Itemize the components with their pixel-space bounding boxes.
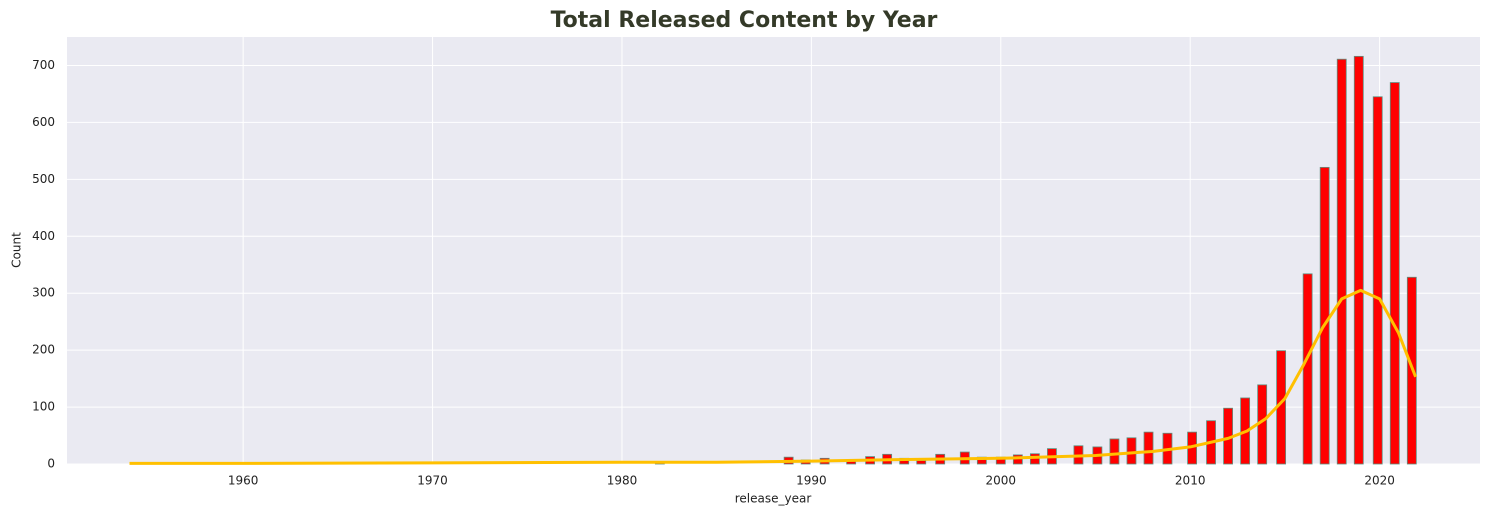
bar: [1353, 55, 1364, 465]
x-tick-label: 1970: [417, 474, 448, 488]
bar: [1336, 58, 1347, 465]
bar: [1126, 437, 1137, 465]
y-tick-label: 0: [47, 457, 55, 471]
x-tick-label: 2000: [986, 474, 1017, 488]
bar: [1012, 454, 1023, 465]
bar: [1319, 166, 1330, 465]
y-tick-label: 400: [32, 229, 55, 243]
y-tick-label: 600: [32, 115, 55, 129]
chart-title: Total Released Content by Year: [551, 8, 938, 33]
y-tick-label: 300: [32, 286, 55, 300]
y-axis-label: Count: [10, 232, 24, 268]
x-tick-label: 1980: [607, 474, 638, 488]
bar: [916, 460, 927, 465]
x-tick-label: 1960: [228, 474, 259, 488]
bar: [1302, 273, 1313, 465]
y-tick-label: 200: [32, 343, 55, 357]
y-tick-label: 700: [32, 58, 55, 72]
kde-line: [129, 288, 1417, 465]
bar: [1372, 96, 1383, 465]
y-tick-label: 500: [32, 172, 55, 186]
bar: [1389, 82, 1400, 465]
y-tick-label: 100: [32, 400, 55, 414]
plot-background: [67, 37, 1480, 464]
x-tick-label: 1990: [796, 474, 827, 488]
x-axis-label: release_year: [735, 492, 812, 506]
x-tick-label: 2020: [1364, 474, 1395, 488]
bar: [1143, 431, 1154, 465]
x-tick-label: 2010: [1175, 474, 1206, 488]
bar: [1109, 438, 1120, 465]
